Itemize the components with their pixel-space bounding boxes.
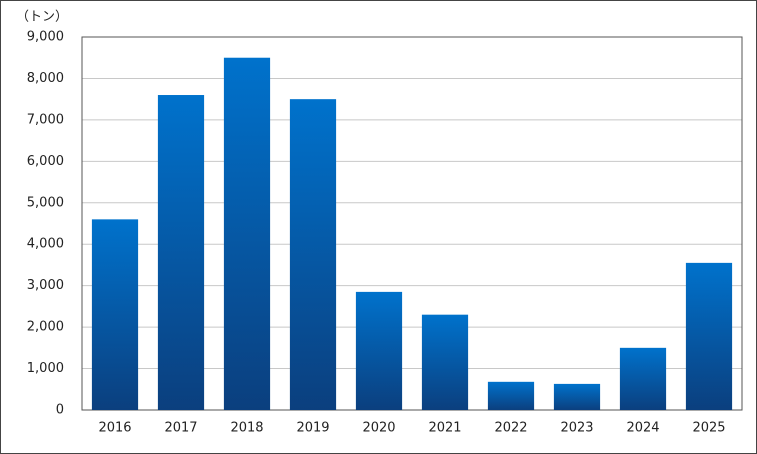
bar: [421, 314, 469, 410]
y-tick-label: 0: [56, 403, 64, 418]
bar: [289, 99, 337, 411]
bar: [355, 291, 403, 410]
y-tick-label: 6,000: [27, 154, 64, 169]
x-tick-label: 2017: [164, 421, 197, 436]
bar: [91, 219, 139, 410]
y-axis-label: （トン）: [16, 10, 68, 25]
x-tick-label: 2022: [494, 421, 527, 436]
x-tick-label: 2019: [296, 421, 329, 436]
y-tick-label: 7,000: [27, 112, 64, 127]
x-tick-label: 2023: [560, 421, 593, 436]
y-tick-label: 8,000: [27, 71, 64, 86]
bar: [487, 381, 535, 410]
y-tick-label: 3,000: [27, 278, 64, 293]
bar: [157, 95, 205, 411]
y-tick-label: 9,000: [27, 30, 64, 45]
y-tick-label: 4,000: [27, 237, 64, 252]
x-tick-label: 2020: [362, 421, 395, 436]
y-tick-label: 2,000: [27, 320, 64, 335]
x-tick-label: 2024: [626, 421, 659, 436]
y-tick-label: 5,000: [27, 195, 64, 210]
bar: [553, 383, 601, 410]
bar: [619, 347, 667, 410]
plot-frame: [81, 36, 743, 411]
x-tick-label: 2021: [428, 421, 461, 436]
x-tick-label: 2025: [692, 421, 725, 436]
y-tick-label: 1,000: [27, 361, 64, 376]
bar: [685, 262, 733, 410]
bar: [223, 57, 271, 410]
x-tick-label: 2018: [230, 421, 263, 436]
x-tick-label: 2016: [98, 421, 131, 436]
